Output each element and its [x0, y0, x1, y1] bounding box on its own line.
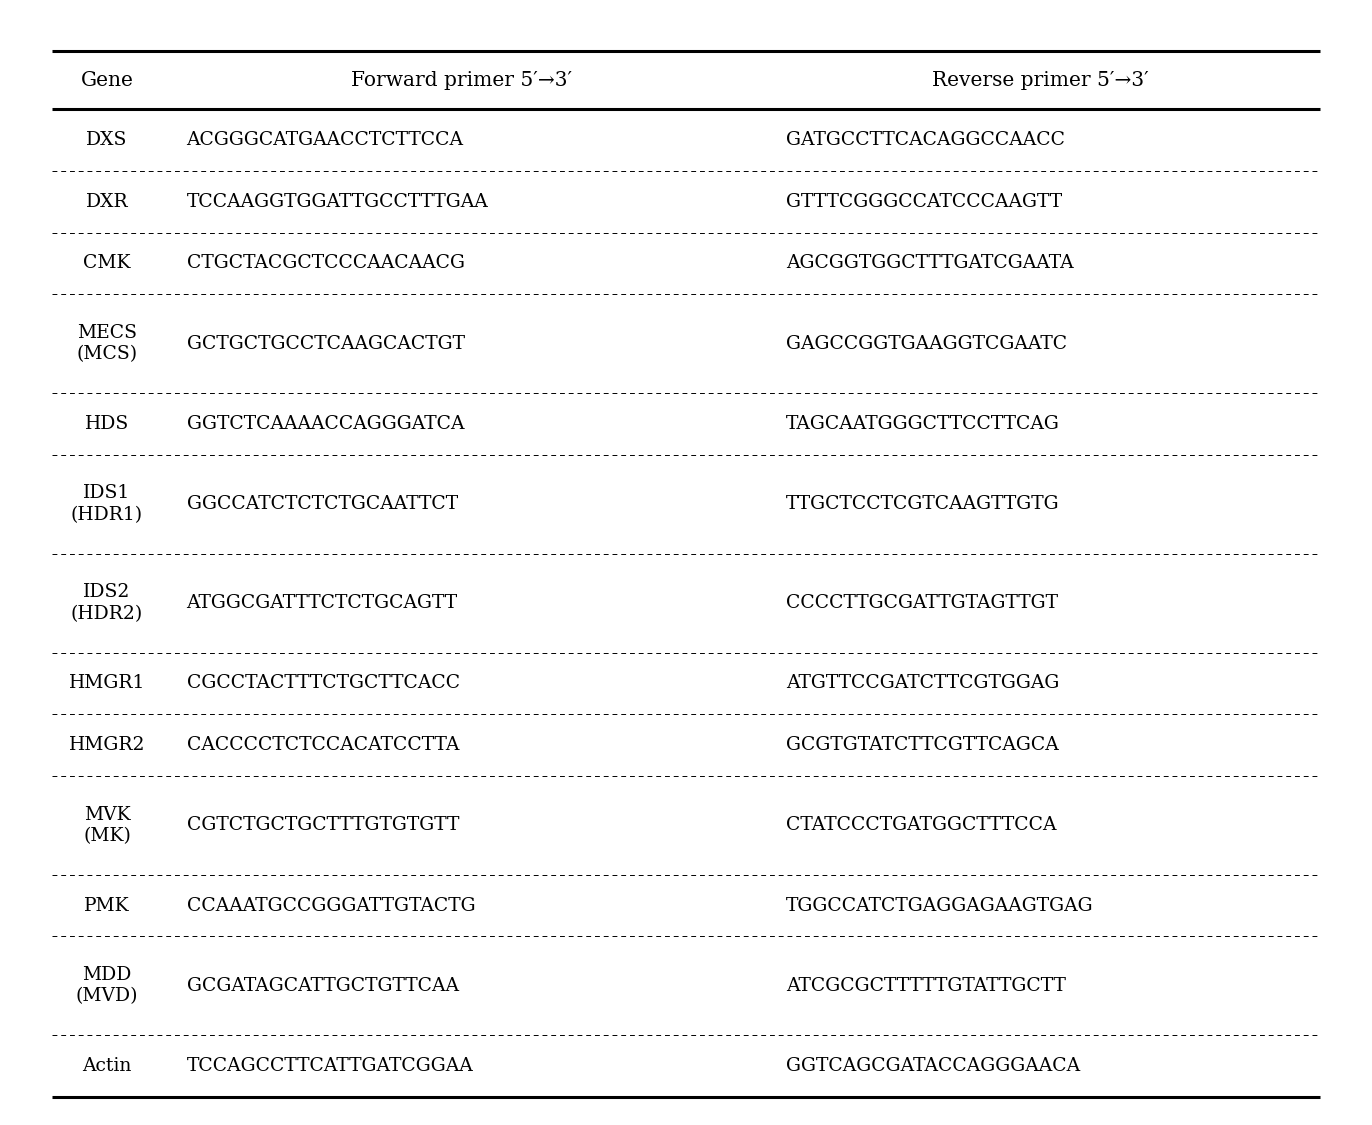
Text: IDS2
(HDR2): IDS2 (HDR2): [71, 584, 143, 623]
Text: CACCCCTCTCCACATCCTTA: CACCCCTCTCCACATCCTTA: [187, 736, 460, 754]
Text: CCCCTTGCGATTGTAGTTGT: CCCCTTGCGATTGTAGTTGT: [786, 594, 1058, 612]
Text: GGCCATCTCTCTGCAATTCT: GGCCATCTCTCTGCAATTCT: [187, 495, 458, 513]
Text: PMK: PMK: [84, 897, 130, 915]
Text: TCCAAGGTGGATTGCCTTTGAA: TCCAAGGTGGATTGCCTTTGAA: [187, 192, 488, 210]
Text: HMGR2: HMGR2: [69, 736, 145, 754]
Text: MECS
(MCS): MECS (MCS): [77, 324, 137, 363]
Text: GAGCCGGTGAAGGTCGAATC: GAGCCGGTGAAGGTCGAATC: [786, 334, 1067, 352]
Text: GCGATAGCATTGCTGTTCAA: GCGATAGCATTGCTGTTCAA: [187, 976, 458, 994]
Text: GGTCAGCGATACCAGGGAACA: GGTCAGCGATACCAGGGAACA: [786, 1058, 1080, 1076]
Text: ATGGCGATTTCTCTGCAGTT: ATGGCGATTTCTCTGCAGTT: [187, 594, 458, 612]
Text: DXR: DXR: [85, 192, 129, 210]
Text: ATCGCGCTTTTTGTATTGCTT: ATCGCGCTTTTTGTATTGCTT: [786, 976, 1066, 994]
Text: TAGCAATGGGCTTCCTTCAG: TAGCAATGGGCTTCCTTCAG: [786, 415, 1061, 433]
Text: GATGCCTTCACAGGCCAACC: GATGCCTTCACAGGCCAACC: [786, 132, 1065, 150]
Text: Forward primer 5′→3′: Forward primer 5′→3′: [351, 71, 572, 90]
Text: ACGGGCATGAACCTCTTCCA: ACGGGCATGAACCTCTTCCA: [187, 132, 464, 150]
Text: CCAAATGCCGGGATTGTACTG: CCAAATGCCGGGATTGTACTG: [187, 897, 475, 915]
Text: TGGCCATCTGAGGAGAAGTGAG: TGGCCATCTGAGGAGAAGTGAG: [786, 897, 1093, 915]
Text: CGTCTGCTGCTTTGTGTGTT: CGTCTGCTGCTTTGTGTGTT: [187, 817, 460, 835]
Text: TTGCTCCTCGTCAAGTTGTG: TTGCTCCTCGTCAAGTTGTG: [786, 495, 1059, 513]
Text: DXS: DXS: [86, 132, 128, 150]
Text: GTTTCGGGCCATCCCAAGTT: GTTTCGGGCCATCCCAAGTT: [786, 192, 1062, 210]
Text: Gene: Gene: [81, 71, 133, 90]
Text: HDS: HDS: [85, 415, 129, 433]
Text: ATGTTCCGATCTTCGTGGAG: ATGTTCCGATCTTCGTGGAG: [786, 675, 1059, 693]
Text: CMK: CMK: [84, 254, 130, 272]
Text: Actin: Actin: [82, 1058, 132, 1076]
Text: GGTCTCAAAACCAGGGATCA: GGTCTCAAAACCAGGGATCA: [187, 415, 464, 433]
Text: HMGR1: HMGR1: [69, 675, 145, 693]
Text: MVK
(MK): MVK (MK): [84, 806, 130, 845]
Text: TCCAGCCTTCATTGATCGGAA: TCCAGCCTTCATTGATCGGAA: [187, 1058, 473, 1076]
Text: CTGCTACGCTCCCAACAACG: CTGCTACGCTCCCAACAACG: [187, 254, 465, 272]
Text: GCTGCTGCCTCAAGCACTGT: GCTGCTGCCTCAAGCACTGT: [187, 334, 465, 352]
Text: CTATCCCTGATGGCTTTCCA: CTATCCCTGATGGCTTTCCA: [786, 817, 1056, 835]
Text: IDS1
(HDR1): IDS1 (HDR1): [71, 485, 143, 524]
Text: MDD
(MVD): MDD (MVD): [75, 966, 139, 1006]
Text: CGCCTACTTTCTGCTTCACC: CGCCTACTTTCTGCTTCACC: [187, 675, 460, 693]
Text: GCGTGTATCTTCGTTCAGCA: GCGTGTATCTTCGTTCAGCA: [786, 736, 1059, 754]
Text: Reverse primer 5′→3′: Reverse primer 5′→3′: [933, 71, 1148, 90]
Text: AGCGGTGGCTTTGATCGAATA: AGCGGTGGCTTTGATCGAATA: [786, 254, 1074, 272]
